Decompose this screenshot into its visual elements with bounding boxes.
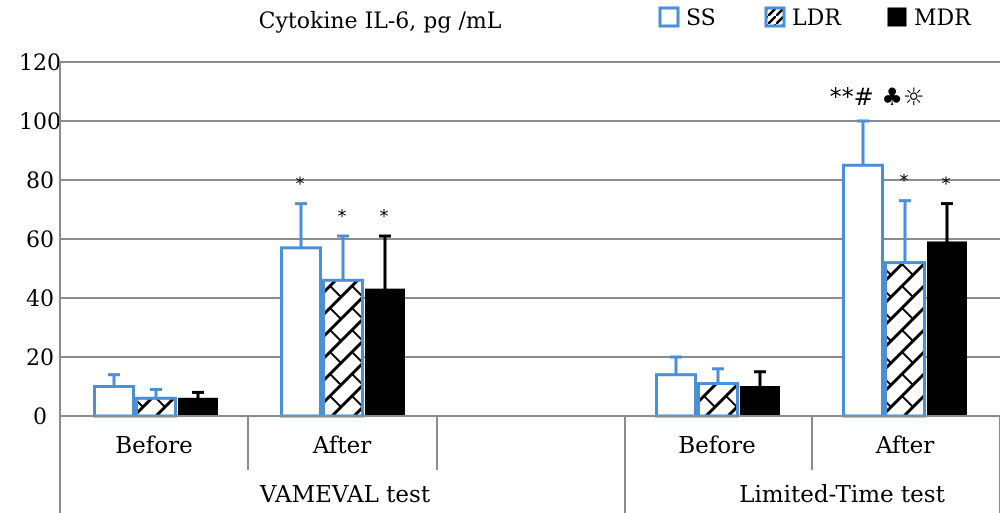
- x-axis: Before After Before After VAMEVAL test Limite…: [59, 415, 1000, 513]
- legend-swatch-mdr: [887, 7, 907, 27]
- x-category-label: After: [312, 433, 372, 459]
- y-axis: 0 20 40 60 80 100 120: [19, 51, 61, 430]
- legend-label: LDR: [792, 6, 842, 31]
- x-group-label: VAMEVAL test: [259, 482, 431, 508]
- bar-ss: [842, 163, 884, 418]
- bar-ss: [93, 385, 135, 418]
- bar-mdr: [740, 386, 780, 417]
- x-group-label: Limited-Time test: [739, 482, 945, 508]
- x-category-label: After: [875, 433, 935, 459]
- y-tick-label: 80: [26, 169, 54, 194]
- legend-swatch-ldr: [764, 6, 786, 28]
- x-category-label: Before: [115, 433, 192, 459]
- significance-marker: **# ♣☼: [830, 83, 925, 111]
- significance-marker: *: [900, 171, 909, 192]
- significance-marker: *: [380, 206, 389, 227]
- bar-ldr: [135, 396, 177, 418]
- bar-mdr: [927, 241, 967, 417]
- bar-ss: [280, 246, 322, 418]
- y-tick-label: 100: [19, 110, 61, 135]
- bar-mdr: [178, 397, 218, 417]
- legend-label: SS: [686, 6, 716, 31]
- legend-label: MDR: [914, 6, 972, 31]
- legend: SS LDR MDR: [658, 6, 972, 31]
- y-tick-label: 40: [26, 287, 54, 312]
- bar-mdr: [365, 288, 405, 417]
- y-tick-label: 0: [33, 405, 47, 430]
- legend-swatch-ss: [658, 6, 680, 28]
- error-bars: [108, 119, 953, 399]
- bars: [93, 163, 967, 418]
- bar-ldr: [322, 278, 364, 418]
- y-tick-label: 120: [19, 51, 61, 76]
- bar-ldr: [884, 261, 926, 418]
- significance-marker: *: [296, 174, 305, 195]
- y-tick-label: 60: [26, 228, 54, 253]
- y-tick-label: 20: [26, 346, 54, 371]
- chart-title: Cytokine IL-6, pg /mL: [259, 9, 502, 34]
- x-category-label: Before: [678, 433, 755, 459]
- bar-ss: [655, 373, 697, 418]
- significance-annotations: * * * **# ♣☼ * *: [296, 83, 951, 227]
- significance-marker: *: [338, 206, 347, 227]
- significance-marker: *: [942, 174, 951, 195]
- bar-ldr: [697, 382, 739, 418]
